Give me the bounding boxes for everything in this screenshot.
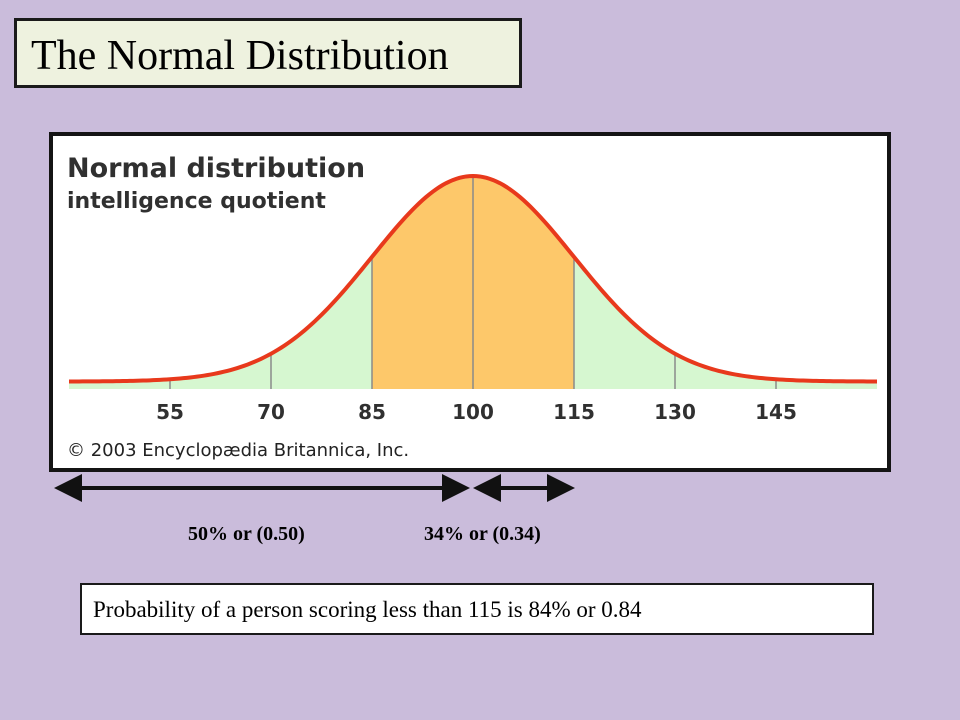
- x-tick-label-55: 55: [156, 400, 184, 424]
- x-tick-label-70: 70: [257, 400, 285, 424]
- normal-distribution-chart: Normal distribution intelligence quotien…: [67, 153, 878, 461]
- shaded-region-115-160: [574, 256, 877, 389]
- copyright-text: © 2003 Encyclopædia Britannica, Inc.: [67, 440, 409, 461]
- x-tick-label-130: 130: [654, 400, 696, 424]
- x-tick-label-145: 145: [755, 400, 797, 424]
- figure-title-line1: Normal distribution: [67, 153, 365, 184]
- x-tick-label-115: 115: [553, 400, 595, 424]
- shaded-region-40-85: [69, 256, 372, 389]
- label-50-percent: 50% or (0.50): [188, 523, 305, 545]
- slide-title: The Normal Distribution: [14, 18, 522, 88]
- x-tick-labels: 55 70 85 100 115 130 145: [156, 400, 797, 424]
- x-tick-label-85: 85: [358, 400, 386, 424]
- figure-title-line2: intelligence quotient: [67, 189, 326, 214]
- result-statement: Probability of a person scoring less tha…: [80, 583, 874, 635]
- interval-arrows: [54, 474, 575, 502]
- label-34-percent: 34% or (0.34): [424, 523, 541, 545]
- chart-figure: Normal distribution intelligence quotien…: [49, 132, 891, 472]
- sd-dividers: [169, 176, 777, 389]
- x-tick-label-100: 100: [452, 400, 494, 424]
- distribution-curve: [68, 173, 878, 384]
